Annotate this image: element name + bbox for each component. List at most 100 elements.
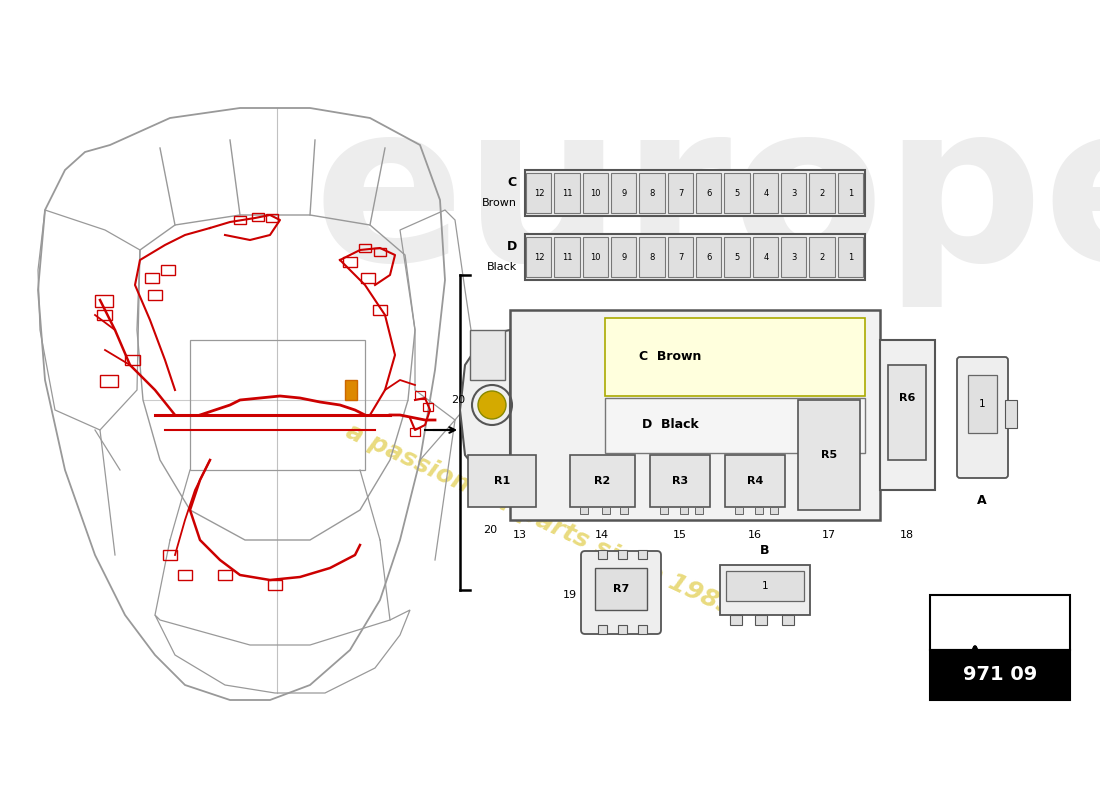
Text: 17: 17 [822,530,836,540]
Bar [605,318,865,396]
Bar [770,507,778,514]
Bar [752,237,778,277]
Text: 10: 10 [591,189,601,198]
Polygon shape [460,330,510,485]
Bar [838,173,864,213]
Text: R7: R7 [613,584,629,594]
Text: Black: Black [486,262,517,272]
Bar [602,507,610,514]
Bar [880,340,935,490]
Bar [525,170,865,216]
Bar [755,507,763,514]
Bar [968,375,997,433]
Bar [696,173,722,213]
Text: 12: 12 [534,253,544,262]
Bar [720,565,810,615]
Text: 15: 15 [673,530,688,540]
Bar [610,237,636,277]
Bar [234,216,246,224]
Bar [930,650,1070,700]
Bar [725,455,785,507]
Bar [525,234,865,280]
Bar [639,237,664,277]
Text: 971 09: 971 09 [962,666,1037,685]
Text: 3: 3 [792,253,796,262]
Text: 12: 12 [534,189,544,198]
Bar [810,173,835,213]
Bar [618,550,627,559]
Text: R6: R6 [899,393,915,403]
Text: C  Brown: C Brown [639,350,701,363]
Text: R3: R3 [672,476,689,486]
Bar [526,173,551,213]
Bar [97,310,112,320]
Text: 7: 7 [678,189,683,198]
Bar [638,625,647,634]
Bar [726,571,804,601]
Text: 13: 13 [513,530,527,540]
Text: 5: 5 [735,189,740,198]
FancyBboxPatch shape [957,357,1008,478]
Text: B: B [760,543,770,557]
Text: Brown: Brown [482,198,517,208]
Text: 1: 1 [761,581,768,591]
Bar [583,237,608,277]
Text: R4: R4 [747,476,763,486]
Bar [620,507,628,514]
Bar [359,244,371,252]
Text: D  Black: D Black [641,418,698,431]
Text: 1: 1 [848,253,854,262]
Bar [668,237,693,277]
Text: 2: 2 [820,189,825,198]
Bar [838,237,864,277]
Bar [695,507,703,514]
Text: 4: 4 [763,189,769,198]
Text: 5: 5 [735,253,740,262]
Bar [1005,400,1018,428]
Text: D: D [507,241,517,254]
Text: 9: 9 [621,253,627,262]
Bar [638,550,647,559]
Bar [752,173,778,213]
Bar [610,173,636,213]
Text: europes: europes [314,93,1100,307]
Bar [680,507,688,514]
Bar [468,455,536,507]
Text: 4: 4 [763,253,769,262]
Bar [266,214,278,222]
Bar [810,237,835,277]
Bar [554,237,580,277]
Bar [605,398,865,453]
Bar [930,595,1070,650]
Bar [361,273,375,283]
Bar [410,428,420,436]
Text: a passion for parts since 1985: a passion for parts since 1985 [342,419,738,621]
Bar [888,365,926,460]
Bar [145,273,160,283]
Bar [650,455,710,507]
Bar [373,305,387,315]
FancyBboxPatch shape [581,551,661,634]
Text: R5: R5 [821,450,837,460]
Bar [343,257,358,267]
Bar [415,391,425,399]
Bar [595,568,647,610]
Bar [95,295,113,307]
Text: 2: 2 [820,253,825,262]
Text: R2: R2 [594,476,610,486]
Bar [161,265,175,275]
Text: 1: 1 [848,189,854,198]
Bar [755,615,767,625]
Bar [252,213,264,221]
Bar [148,290,162,300]
Text: 14: 14 [595,530,609,540]
Bar [570,455,635,507]
Text: C: C [508,177,517,190]
Bar [526,237,551,277]
Text: 20: 20 [451,395,465,405]
Text: 9: 9 [621,189,627,198]
Bar [696,237,722,277]
Bar [639,173,664,213]
Bar [100,375,118,387]
Text: 8: 8 [650,189,656,198]
